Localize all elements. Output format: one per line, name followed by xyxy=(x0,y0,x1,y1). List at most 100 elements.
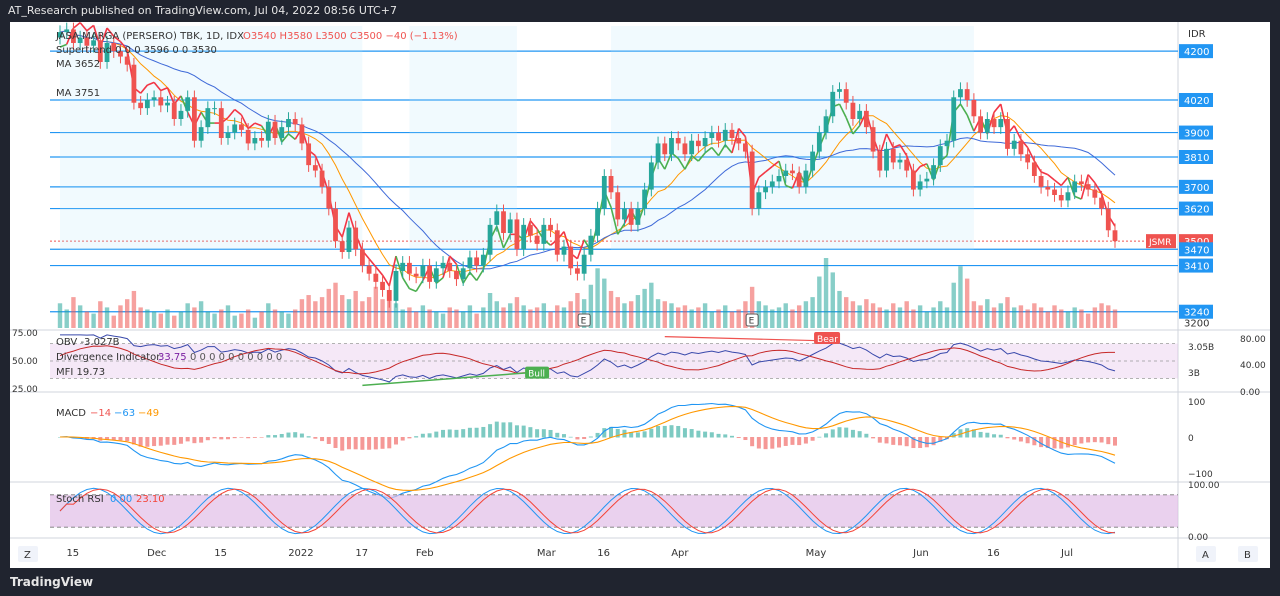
volume-bar xyxy=(151,311,157,328)
volume-bar xyxy=(299,299,305,328)
earnings-label: E xyxy=(581,317,587,327)
tradingview-brand[interactable]: TradingView xyxy=(10,575,94,589)
candle-body xyxy=(474,257,480,266)
volume-bar xyxy=(481,307,486,328)
candle-body xyxy=(743,143,748,152)
ma2-legend: MA 3751 xyxy=(56,88,100,99)
volume-bar xyxy=(205,311,211,328)
log-scale-button[interactable]: B xyxy=(1238,546,1258,562)
legend-layer: JASA MARGA (PERSERO) TBK, 1D, IDX O3540 … xyxy=(55,31,458,505)
candle-body xyxy=(655,143,661,163)
macd-histogram-bar xyxy=(1092,437,1097,443)
candle-body xyxy=(467,257,473,269)
macd-histogram-bar xyxy=(326,437,331,444)
macd-histogram-bar xyxy=(367,437,372,450)
candle-body xyxy=(662,143,668,155)
candle-body xyxy=(736,138,742,144)
macd-histogram-bar xyxy=(279,433,284,438)
candle-body xyxy=(487,224,493,255)
candle-body xyxy=(501,211,506,233)
price-axis[interactable]: 4200402039003810370036203500347034103240… xyxy=(1146,29,1266,543)
volume-bar xyxy=(279,311,284,328)
candle-body xyxy=(333,208,338,242)
supertrend-segment xyxy=(254,122,262,127)
candle-body xyxy=(695,140,701,147)
candle-body xyxy=(245,129,251,144)
candle-body xyxy=(1112,230,1118,242)
volume-bar xyxy=(98,301,103,328)
candle-body xyxy=(783,170,789,176)
supertrend-segment xyxy=(1067,177,1076,197)
zoom-button[interactable]: Z xyxy=(18,546,38,562)
b-button-bg xyxy=(1238,546,1258,562)
macd-histogram-bar xyxy=(1099,437,1104,443)
supertrend-segment xyxy=(1026,147,1036,162)
mfi-legend: MFI 19.73 xyxy=(56,367,105,378)
stoch-legend-v2: 23.10 xyxy=(136,494,165,505)
obv-axis-label: 3.05B xyxy=(1188,343,1214,353)
macd-axis-label: −100 xyxy=(1188,470,1213,480)
candle-body xyxy=(386,290,392,301)
earnings-box xyxy=(745,313,759,327)
candle-body xyxy=(393,271,399,301)
macd-histogram-bar xyxy=(575,437,580,440)
macd-histogram-bar xyxy=(1032,437,1037,446)
supertrend-segment xyxy=(1060,176,1069,187)
candle-body xyxy=(615,192,621,220)
candle-body xyxy=(527,224,533,236)
macd-pane[interactable] xyxy=(58,402,1117,500)
macd-histogram-bar xyxy=(736,437,741,439)
macd-histogram-bar xyxy=(199,437,204,443)
time-axis[interactable]: 15 Dec 15 2022 17 Feb Mar 16 Apr May Jun 16 Jul Z A B xyxy=(18,546,1258,562)
volume-bar xyxy=(669,303,674,328)
volume-bar xyxy=(938,301,943,328)
volume-bar xyxy=(111,315,116,328)
supertrend-segment xyxy=(966,114,975,132)
volume-bar xyxy=(911,309,916,328)
macd-histogram-bar xyxy=(306,436,311,438)
macd-histogram-bar xyxy=(219,437,224,440)
stoch-rsi-pane[interactable] xyxy=(50,487,1178,535)
divergence-zeros: 0 0 0 0 0 0 0 0 0 0 xyxy=(190,352,282,363)
obv-mfi-pane[interactable]: Bull Bear 75.00 50.00 25.00 xyxy=(12,329,1178,395)
candle-body xyxy=(77,37,83,43)
supertrend-segment xyxy=(147,81,155,86)
macd-legend-v2: −63 xyxy=(114,408,135,419)
candle-body xyxy=(595,208,600,236)
macd-histogram-bar xyxy=(407,437,412,439)
earnings-marker[interactable]: E xyxy=(577,313,591,327)
candle-body xyxy=(863,110,869,128)
earnings-marker[interactable]: E xyxy=(745,313,759,327)
supertrend-segment xyxy=(919,163,928,168)
macd-histogram-bar xyxy=(118,437,123,441)
volume-bar xyxy=(104,307,110,328)
volume-bar xyxy=(844,297,849,328)
candle-body xyxy=(716,132,721,141)
volume-bar xyxy=(225,305,231,328)
symbol-title: JASA MARGA (PERSERO) TBK, 1D, IDX xyxy=(55,31,244,42)
macd-histogram-bar xyxy=(864,433,869,438)
supertrend-segment xyxy=(281,133,290,143)
volume-bar xyxy=(124,299,130,328)
volume-bar xyxy=(642,288,647,328)
macd-histogram-bar xyxy=(891,437,896,445)
volume-bar xyxy=(709,311,715,328)
candle-body xyxy=(218,108,224,138)
price-axis-label: 3810 xyxy=(1184,153,1209,164)
supertrend-segment xyxy=(664,152,673,170)
volume-bar xyxy=(198,301,204,328)
volume-bar xyxy=(259,311,264,328)
volume-bar xyxy=(447,307,452,328)
volume-bar xyxy=(561,307,567,328)
auto-scale-button[interactable]: A xyxy=(1196,546,1216,562)
candle-body xyxy=(588,235,594,255)
macd-histogram-bar xyxy=(877,437,882,443)
candle-body xyxy=(937,146,943,166)
volume-bar xyxy=(239,313,244,328)
bear-divergence-line xyxy=(664,336,820,342)
volume-bar xyxy=(474,313,479,328)
candle-body xyxy=(608,176,614,193)
candle-body xyxy=(1079,181,1084,185)
